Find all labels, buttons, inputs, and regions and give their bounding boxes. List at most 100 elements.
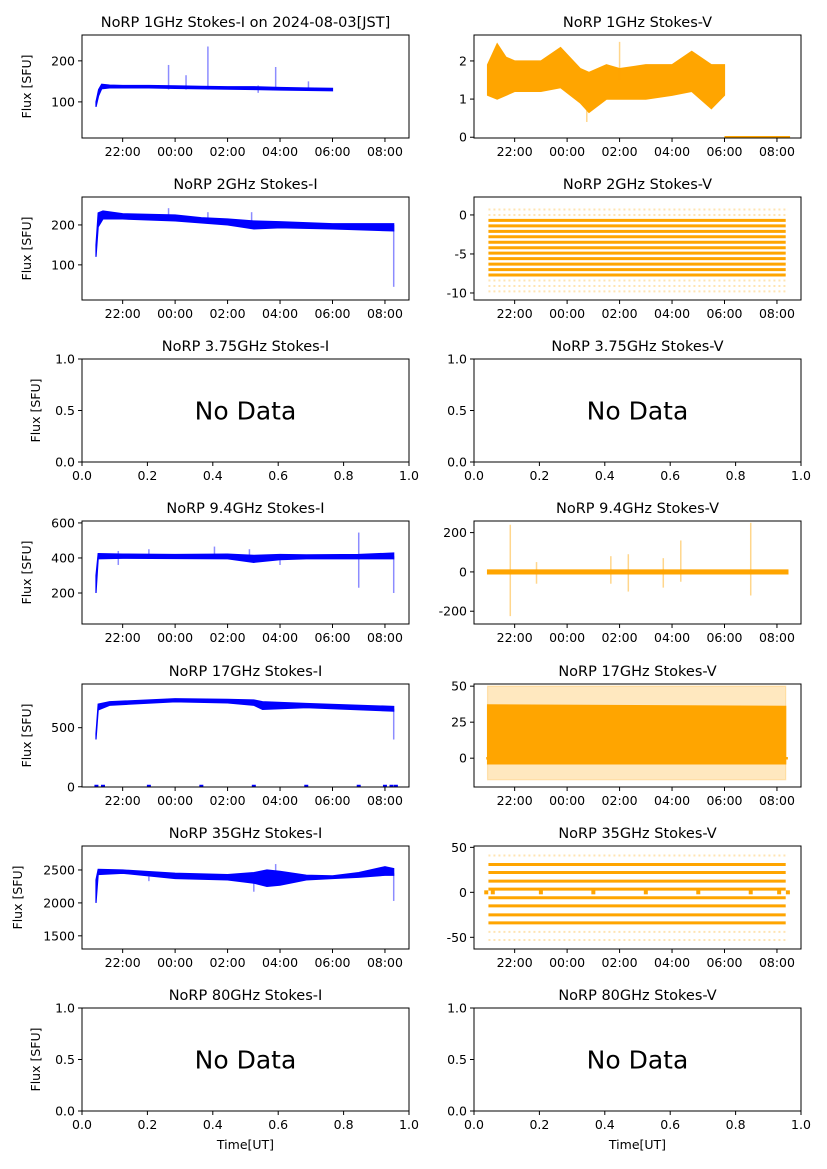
y-tick-label: -10 [447,285,467,300]
y-tick-label: 0 [459,885,467,900]
y-tick-label: 0.0 [55,455,75,470]
x-tick-label: 06:00 [706,306,742,321]
no-data-label: No Data [587,1046,689,1075]
axes-frame [81,520,410,625]
x-tick-label: 0.4 [595,468,615,483]
y-axis-label: Flux [SFU] [19,55,34,119]
panel-title: NoRP 80GHz Stokes-V [558,988,716,1004]
zero-point [146,784,151,787]
x-tick-label: 1.0 [399,468,419,483]
y-tick-label: 2500 [43,862,75,877]
panel-title: NoRP 35GHz Stokes-V [558,826,716,842]
zero-point [591,890,596,895]
y-tick-label: 25 [451,715,467,730]
x-tick-label: 1.0 [791,468,811,483]
y-axis-label: Flux [SFU] [28,379,43,443]
y-tick-label: 0 [459,751,467,766]
no-data-label: No Data [587,397,689,426]
x-tick-label: 22:00 [105,306,141,321]
panel-title: NoRP 3.75GHz Stokes-I [162,339,329,355]
y-axis-label: Flux [SFU] [19,541,34,605]
x-tick-label: 0.8 [334,1117,354,1132]
axes-frame [81,34,410,139]
x-tick-label: 22:00 [497,306,533,321]
x-tick-label: 02:00 [210,955,246,970]
y-tick-label: 50 [451,840,467,855]
panel-title: NoRP 9.4GHz Stokes-V [556,501,719,517]
y-tick-label: -200 [439,604,467,619]
zero-point [696,890,701,895]
y-tick-label: 2 [459,53,467,68]
x-tick-label: 02:00 [210,793,246,808]
x-tick-label: 22:00 [497,630,533,645]
x-tick-label: 06:00 [706,955,742,970]
x-tick-label: 22:00 [497,955,533,970]
x-tick-label: 02:00 [210,306,246,321]
zero-point [484,890,489,895]
x-tick-label: 00:00 [157,144,193,159]
x-tick-label: 04:00 [654,630,690,645]
x-tick-label: 22:00 [105,630,141,645]
x-tick-label: 00:00 [157,630,193,645]
x-tick-label: 02:00 [602,306,638,321]
data-series [486,685,788,781]
x-tick-label: 0.4 [203,468,223,483]
panel-title: NoRP 2GHz Stokes-I [173,177,317,193]
zero-point [393,784,398,787]
panel-title: NoRP 1GHz Stokes-I on 2024-08-03[JST] [101,15,391,31]
zero-point [785,890,790,895]
y-tick-label: 0.5 [447,403,467,418]
x-tick-label: 1.0 [791,1117,811,1132]
panel-title: NoRP 17GHz Stokes-I [169,664,323,680]
panel-13: NoRP 80GHz Stokes-V 0.0 0.2 0.4 0.6 0.8 1.0 0.0… [447,988,811,1152]
y-tick-label: 1.0 [447,352,467,367]
panel-8: NoRP 17GHz Stokes-I 22:00 00:00 02:00 04:00 0… [19,664,410,808]
y-tick-label: 1.0 [55,1001,75,1016]
y-tick-label: 0 [459,564,467,579]
x-tick-label: 22:00 [497,144,533,159]
axes-frame [81,1007,410,1112]
y-tick-label: -5 [455,246,467,261]
axes-frame [81,358,410,463]
panel-10: NoRP 35GHz Stokes-I 22:00 00:00 02:00 04:00 0… [10,826,410,970]
panel-1: NoRP 1GHz Stokes-V 22:00 00:00 02:00 04:00 06… [459,15,802,159]
zero-point [100,784,105,787]
no-data-label: No Data [195,1046,297,1075]
axes-frame [473,358,802,463]
x-tick-label: 22:00 [105,144,141,159]
axes-frame [473,196,802,301]
x-tick-label: 04:00 [654,955,690,970]
x-tick-label: 02:00 [602,955,638,970]
x-tick-label: 08:00 [367,630,403,645]
panel-3: NoRP 2GHz Stokes-V 22:00 00:00 02:00 04:00 06… [447,177,802,321]
x-tick-label: 00:00 [157,793,193,808]
x-tick-label: 08:00 [759,630,795,645]
x-tick-label: 0.0 [464,1117,484,1132]
scatter-band [486,704,787,765]
data-series [484,854,790,942]
x-tick-label: 0.2 [137,468,157,483]
x-tick-label: 0.4 [203,1117,223,1132]
x-tick-label: 04:00 [262,144,298,159]
data-series [488,208,786,293]
x-tick-label: 02:00 [602,144,638,159]
x-tick-label: 02:00 [602,630,638,645]
y-axis-label: Flux [SFU] [10,866,25,930]
y-tick-label: 0.0 [55,1104,75,1119]
x-tick-label: 04:00 [654,793,690,808]
y-tick-label: 1500 [43,928,75,943]
data-series [94,698,398,787]
panel-11: NoRP 35GHz Stokes-V 22:00 00:00 02:00 04:00 0… [447,826,802,970]
axes-frame [473,520,802,625]
panel-12: NoRP 80GHz Stokes-I 0.0 0.2 0.4 0.6 0.8 1.0 0.0… [28,988,419,1152]
y-tick-label: 100 [51,94,75,109]
data-series [486,41,791,138]
y-tick-label: 0.5 [447,1052,467,1067]
scatter-band [486,569,789,575]
y-tick-label: 400 [51,550,75,565]
x-tick-label: 0.0 [72,468,92,483]
x-tick-label: 04:00 [654,306,690,321]
zero-point [356,784,361,787]
x-tick-label: 0.4 [595,1117,615,1132]
x-tick-label: 00:00 [549,793,585,808]
